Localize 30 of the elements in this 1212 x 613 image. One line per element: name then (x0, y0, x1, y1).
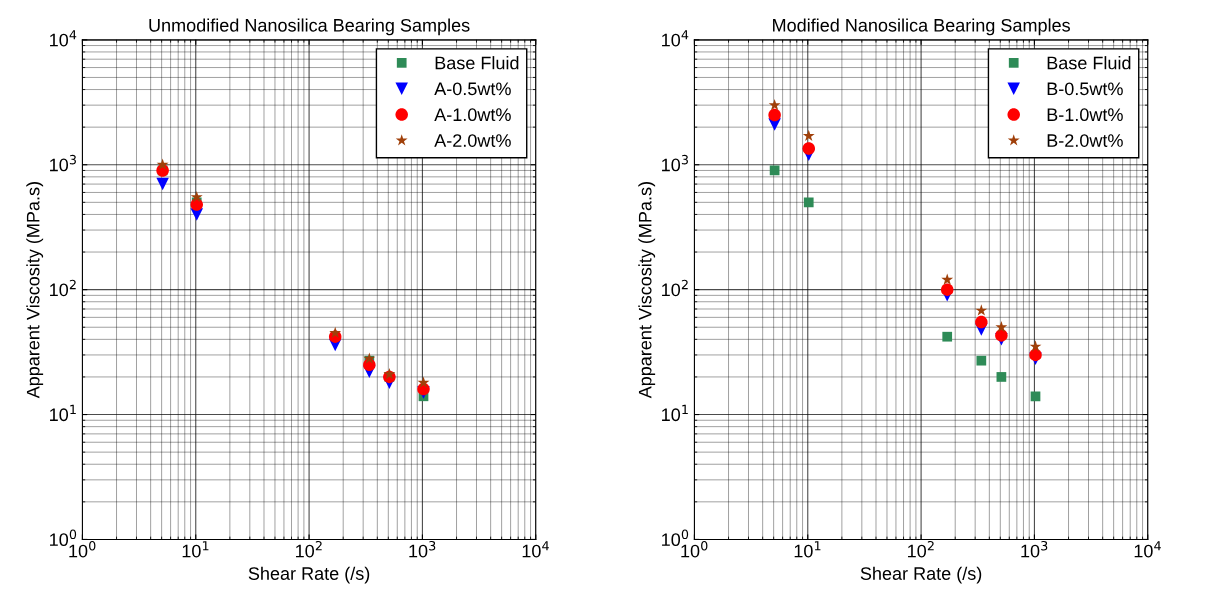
chart-title: Modified Nanosilica Bearing Samples (773, 18, 1070, 36)
legend-label: A-1.0wt% (434, 108, 511, 122)
y-axis-title: Apparent Viscosity (MPa.s) (638, 182, 656, 399)
legend-label: B-1.0wt% (1047, 108, 1123, 122)
y-tick-label: 10$^{2}$ (50, 279, 76, 297)
x-tick-label: 10$^{1}$ (182, 541, 209, 558)
legend-label: A-2.0wt% (434, 134, 511, 147)
y-tick-label: 10$^{1}$ (662, 404, 688, 422)
x-tick-label: 10$^{3}$ (409, 540, 436, 558)
y-axis-title: Apparent Viscosity (MPa.s) (26, 182, 44, 399)
x-axis-title: Shear Rate (/s) (248, 566, 370, 584)
y-tick-label: 10$^{1}$ (50, 404, 76, 422)
y-tick-label: 10$^{4}$ (50, 30, 77, 47)
legend-label: B-2.0wt% (1047, 134, 1123, 147)
legend-label: B-0.5wt% (1047, 82, 1123, 96)
chart-title: Unmodified Nanosilica Bearing Samples (149, 18, 470, 36)
y-tick-label: 10$^{3}$ (50, 154, 76, 172)
x-tick-label: 10$^{2}$ (296, 540, 322, 558)
y-tick-label: 10$^{2}$ (662, 279, 688, 297)
x-tick-label: 10$^{4}$ (1134, 541, 1161, 558)
x-tick-label: 10$^{3}$ (1021, 540, 1048, 558)
x-tick-label: 10$^{2}$ (908, 540, 934, 558)
legend-label: A-0.5wt% (434, 82, 511, 96)
legend-label: Base Fluid (435, 56, 519, 70)
x-tick-label: 10$^{4}$ (522, 541, 549, 558)
y-tick-label: 10$^{3}$ (662, 154, 688, 172)
legend-label: Base Fluid (1047, 56, 1131, 70)
y-tick-label: 10$^{4}$ (662, 30, 689, 47)
x-tick-label: 10$^{1}$ (794, 541, 821, 558)
x-axis-title: Shear Rate (/s) (860, 566, 982, 584)
